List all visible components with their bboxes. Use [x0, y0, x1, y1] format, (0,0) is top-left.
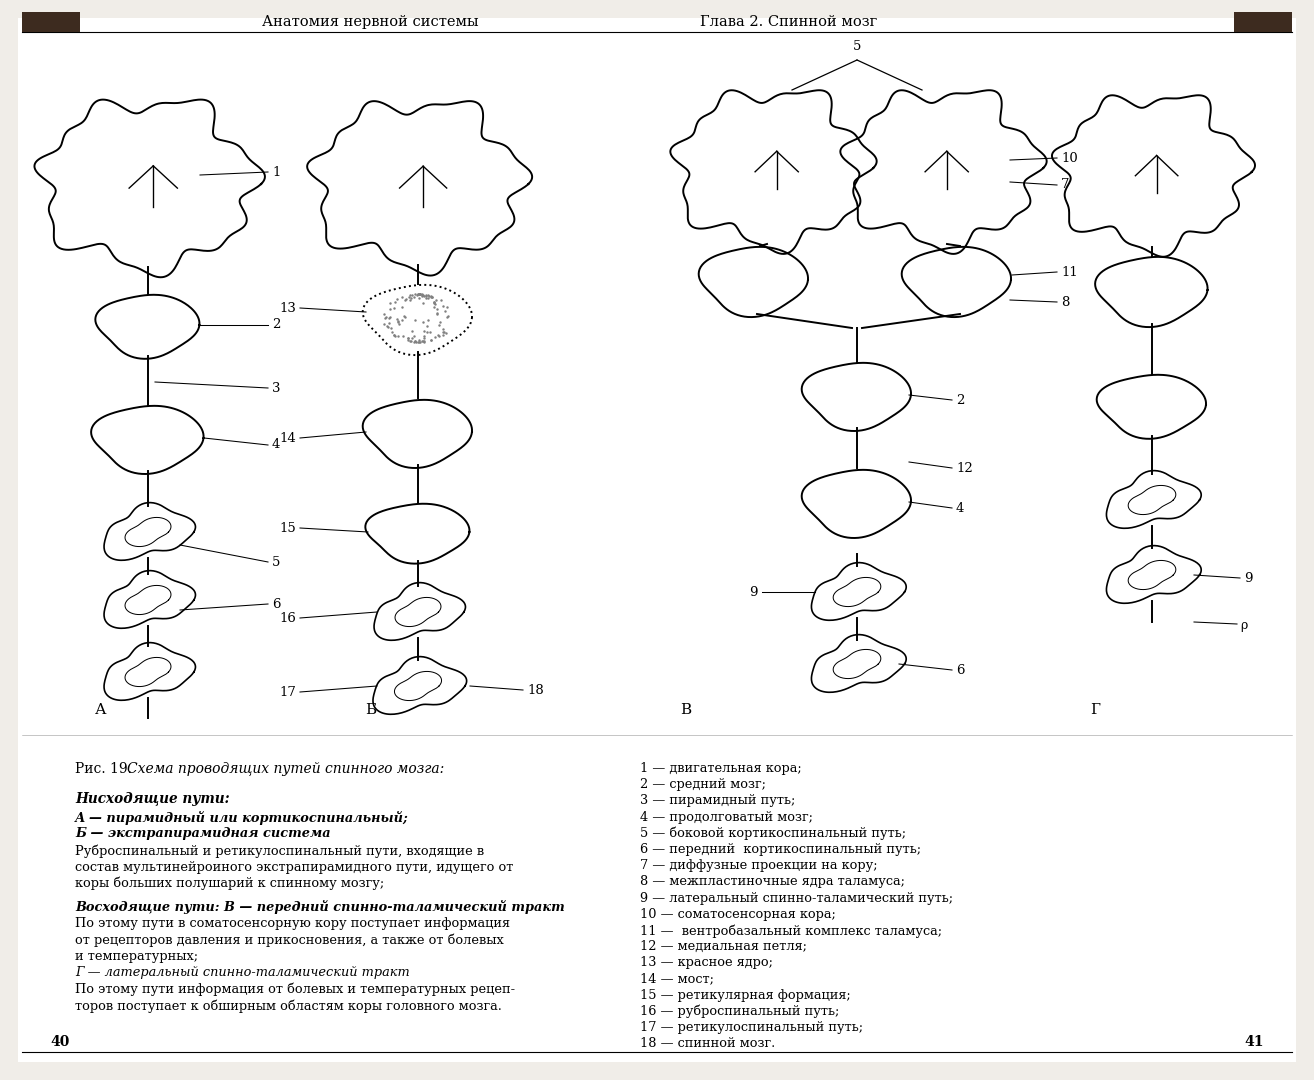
Text: 7 — диффузные проекции на кору;: 7 — диффузные проекции на кору;	[640, 860, 878, 873]
Text: 3: 3	[272, 381, 280, 394]
Polygon shape	[104, 643, 196, 700]
Text: 15: 15	[280, 522, 296, 535]
Text: 2: 2	[957, 393, 964, 406]
Text: А — пирамидный или кортикоспинальный;: А — пирамидный или кортикоспинальный;	[75, 811, 409, 825]
Text: 17 — ретикулоспинальный путь;: 17 — ретикулоспинальный путь;	[640, 1022, 863, 1035]
Text: 5: 5	[272, 555, 280, 568]
Text: 5: 5	[853, 40, 861, 53]
Text: Руброспинальный и ретикулоспинальный пути, входящие в: Руброспинальный и ретикулоспинальный пут…	[75, 843, 484, 858]
Text: 9 — латеральный спинно-таламический путь;: 9 — латеральный спинно-таламический путь…	[640, 892, 953, 905]
Polygon shape	[363, 400, 472, 468]
Text: 12: 12	[957, 461, 972, 474]
Text: 9: 9	[1244, 571, 1252, 584]
Text: В: В	[681, 703, 691, 717]
Polygon shape	[1053, 95, 1255, 257]
Text: 8: 8	[1060, 296, 1070, 309]
Polygon shape	[812, 635, 907, 692]
Text: Б — экстрапирамидная система: Б — экстрапирамидная система	[75, 827, 331, 840]
Text: торов поступает к обширным областям коры головного мозга.: торов поступает к обширным областям коры…	[75, 999, 502, 1013]
Text: 11: 11	[1060, 266, 1077, 279]
Text: 10: 10	[1060, 151, 1077, 164]
Polygon shape	[307, 102, 532, 275]
Text: 7: 7	[1060, 178, 1070, 191]
Polygon shape	[104, 502, 196, 561]
Text: 9: 9	[749, 585, 758, 598]
Text: 4: 4	[272, 438, 280, 451]
Text: 14 — мост;: 14 — мост;	[640, 973, 714, 986]
Polygon shape	[1097, 375, 1206, 438]
Bar	[1234, 12, 1292, 32]
Polygon shape	[1106, 471, 1201, 528]
Text: 5 — боковой кортикоспинальный путь;: 5 — боковой кортикоспинальный путь;	[640, 827, 905, 840]
Polygon shape	[91, 406, 204, 474]
Text: Г — латеральный спинно-таламический тракт: Г — латеральный спинно-таламический трак…	[75, 967, 410, 980]
Polygon shape	[1095, 257, 1208, 327]
Polygon shape	[104, 570, 196, 629]
Text: 40: 40	[50, 1035, 70, 1049]
Text: 2 — средний мозг;: 2 — средний мозг;	[640, 779, 766, 792]
Polygon shape	[365, 503, 469, 564]
Text: Г: Г	[1091, 703, 1100, 717]
Text: 17: 17	[279, 686, 296, 699]
Text: состав мультинейроиного экстрапирамидного пути, идущего от: состав мультинейроиного экстрапирамидног…	[75, 861, 514, 874]
Polygon shape	[699, 247, 808, 318]
Text: Нисходящие пути:: Нисходящие пути:	[75, 792, 230, 806]
Text: Анатомия нервной системы: Анатомия нервной системы	[261, 15, 478, 29]
Polygon shape	[374, 582, 465, 640]
Text: 16 — руброспинальный путь;: 16 — руброспинальный путь;	[640, 1005, 840, 1018]
Polygon shape	[96, 295, 200, 359]
Text: 41: 41	[1244, 1035, 1264, 1049]
Text: 13 — красное ядро;: 13 — красное ядро;	[640, 957, 773, 970]
Text: от рецепторов давления и прикосновения, а также от болевых: от рецепторов давления и прикосновения, …	[75, 933, 503, 946]
Text: 16: 16	[279, 611, 296, 624]
Text: 2: 2	[272, 319, 280, 332]
Text: 11 —  вентробазальный комплекс таламуса;: 11 — вентробазальный комплекс таламуса;	[640, 924, 942, 937]
Text: 6: 6	[957, 663, 964, 676]
Text: Восходящие пути: В — передний спинно-таламический тракт: Восходящие пути: В — передний спинно-тал…	[75, 900, 565, 914]
Polygon shape	[802, 470, 911, 538]
Text: коры больших полушарий к спинному мозгу;: коры больших полушарий к спинному мозгу;	[75, 877, 384, 891]
Polygon shape	[363, 285, 472, 355]
Polygon shape	[901, 247, 1010, 318]
Polygon shape	[1106, 545, 1201, 604]
Text: По этому пути информация от болевых и температурных рецеп-: По этому пути информация от болевых и те…	[75, 983, 515, 996]
Text: 12 — медиальная петля;: 12 — медиальная петля;	[640, 941, 807, 954]
Text: ρ: ρ	[1240, 619, 1247, 632]
Text: 10 — соматосенсорная кора;: 10 — соматосенсорная кора;	[640, 908, 836, 921]
Text: 4: 4	[957, 501, 964, 514]
Text: Рис. 19.: Рис. 19.	[75, 762, 137, 777]
Polygon shape	[34, 99, 265, 278]
Text: 18: 18	[527, 684, 544, 697]
Bar	[22, 12, 80, 32]
Text: и температурных;: и температурных;	[75, 949, 198, 962]
Text: 4 — продолговатый мозг;: 4 — продолговатый мозг;	[640, 811, 813, 824]
Polygon shape	[802, 363, 911, 431]
Text: 1: 1	[272, 165, 280, 178]
Text: 13: 13	[279, 301, 296, 314]
Text: 1 — двигательная кора;: 1 — двигательная кора;	[640, 762, 802, 775]
Text: 6 — передний  кортикоспинальный путь;: 6 — передний кортикоспинальный путь;	[640, 843, 921, 856]
Text: Схема проводящих путей спинного мозга:: Схема проводящих путей спинного мозга:	[127, 762, 444, 777]
Text: А: А	[95, 703, 106, 717]
Text: По этому пути в соматосенсорную кору поступает информация: По этому пути в соматосенсорную кору пос…	[75, 917, 510, 930]
Polygon shape	[812, 563, 907, 620]
Text: 8 — межпластиночные ядра таламуса;: 8 — межпластиночные ядра таламуса;	[640, 876, 905, 889]
Text: 18 — спинной мозг.: 18 — спинной мозг.	[640, 1038, 775, 1051]
Text: 3 — пирамидный путь;: 3 — пирамидный путь;	[640, 795, 795, 808]
Polygon shape	[373, 657, 466, 714]
Polygon shape	[841, 91, 1047, 254]
Text: 6: 6	[272, 597, 280, 610]
Text: Б: Б	[365, 703, 376, 717]
Polygon shape	[670, 91, 876, 254]
Text: Глава 2. Спинной мозг: Глава 2. Спинной мозг	[700, 15, 878, 29]
Text: 14: 14	[280, 432, 296, 445]
Text: 15 — ретикулярная формация;: 15 — ретикулярная формация;	[640, 989, 850, 1002]
